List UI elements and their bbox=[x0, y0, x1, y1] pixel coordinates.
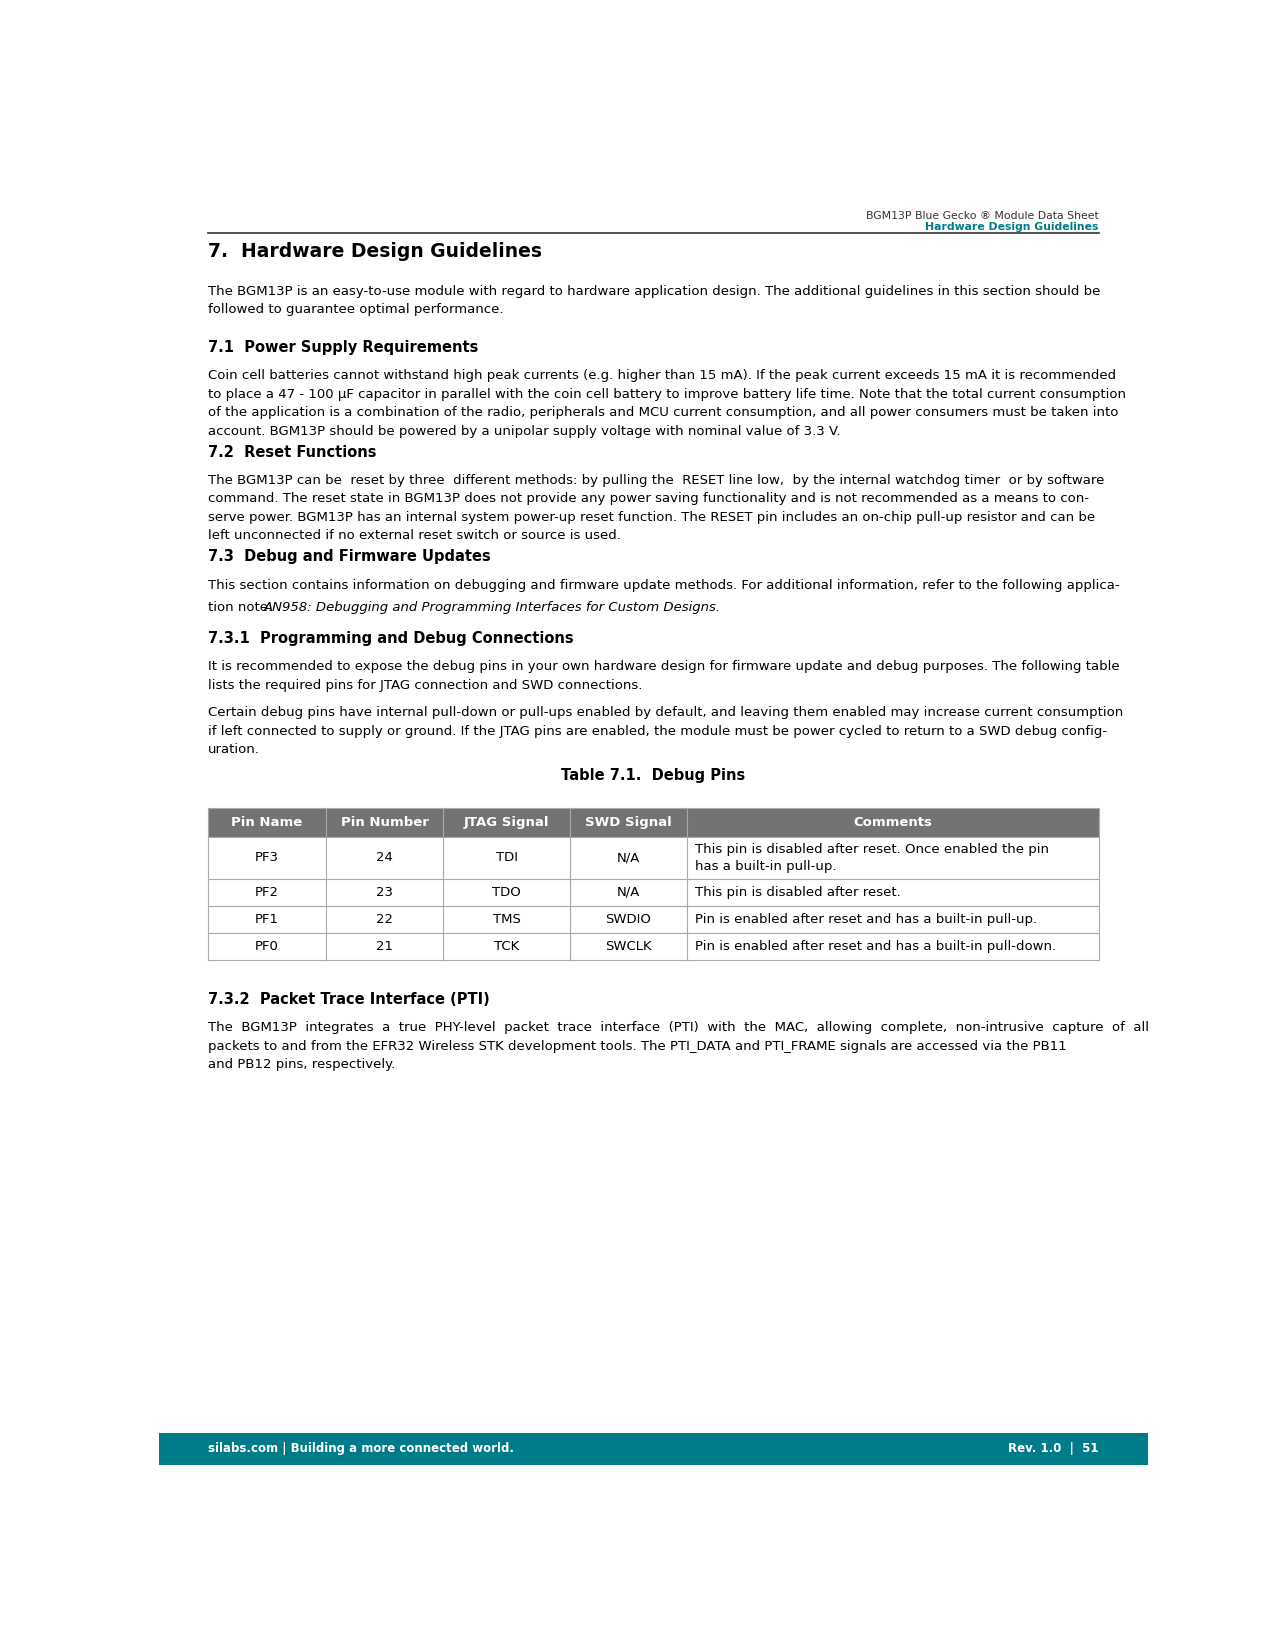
Text: 7.2  Reset Functions: 7.2 Reset Functions bbox=[208, 444, 376, 459]
Text: Pin Number: Pin Number bbox=[340, 816, 428, 830]
Bar bbox=[208, 905, 1099, 933]
Text: Coin cell batteries cannot withstand high peak currents (e.g. higher than 15 mA): Coin cell batteries cannot withstand hig… bbox=[208, 369, 1126, 438]
Text: PF0: PF0 bbox=[255, 940, 279, 953]
Bar bbox=[208, 933, 1099, 960]
Text: The  BGM13P  integrates  a  true  PHY-level  packet  trace  interface  (PTI)  wi: The BGM13P integrates a true PHY-level p… bbox=[208, 1022, 1149, 1072]
Text: N/A: N/A bbox=[617, 851, 640, 864]
Bar bbox=[159, 1432, 1148, 1465]
Text: Pin is enabled after reset and has a built-in pull-up.: Pin is enabled after reset and has a bui… bbox=[695, 914, 1037, 927]
Bar bbox=[208, 836, 1099, 879]
Bar bbox=[208, 836, 1099, 879]
Text: AN958: Debugging and Programming Interfaces for Custom Designs.: AN958: Debugging and Programming Interfa… bbox=[264, 601, 722, 614]
Text: Table 7.1.  Debug Pins: Table 7.1. Debug Pins bbox=[561, 769, 746, 783]
Bar bbox=[208, 808, 1099, 836]
Text: 7.3.1  Programming and Debug Connections: 7.3.1 Programming and Debug Connections bbox=[208, 630, 574, 645]
Text: 23: 23 bbox=[376, 886, 393, 899]
Text: The BGM13P can be  reset by three  different methods: by pulling the  RESET line: The BGM13P can be reset by three differe… bbox=[208, 474, 1104, 543]
Text: 7.  Hardware Design Guidelines: 7. Hardware Design Guidelines bbox=[208, 242, 542, 262]
Text: TCK: TCK bbox=[493, 940, 519, 953]
Text: 22: 22 bbox=[376, 914, 393, 927]
Text: PF3: PF3 bbox=[255, 851, 279, 864]
Text: Rev. 1.0  |  51: Rev. 1.0 | 51 bbox=[1009, 1442, 1099, 1455]
Bar bbox=[208, 879, 1099, 905]
Text: 7.3.2  Packet Trace Interface (PTI): 7.3.2 Packet Trace Interface (PTI) bbox=[208, 993, 490, 1007]
Text: 21: 21 bbox=[376, 940, 393, 953]
Bar bbox=[208, 905, 1099, 933]
Text: TDI: TDI bbox=[496, 851, 518, 864]
Text: This pin is disabled after reset.: This pin is disabled after reset. bbox=[695, 886, 900, 899]
Bar bbox=[208, 933, 1099, 960]
Text: Pin Name: Pin Name bbox=[231, 816, 302, 830]
Text: 7.3  Debug and Firmware Updates: 7.3 Debug and Firmware Updates bbox=[208, 550, 491, 565]
Text: It is recommended to expose the debug pins in your own hardware design for firmw: It is recommended to expose the debug pi… bbox=[208, 660, 1119, 691]
Text: This pin is disabled after reset. Once enabled the pin
has a built-in pull-up.: This pin is disabled after reset. Once e… bbox=[695, 843, 1049, 872]
Text: This section contains information on debugging and firmware update methods. For : This section contains information on deb… bbox=[208, 579, 1119, 591]
Text: PF2: PF2 bbox=[255, 886, 279, 899]
Text: Pin is enabled after reset and has a built-in pull-down.: Pin is enabled after reset and has a bui… bbox=[695, 940, 1056, 953]
Text: SWD Signal: SWD Signal bbox=[585, 816, 672, 830]
Text: 7.1  Power Supply Requirements: 7.1 Power Supply Requirements bbox=[208, 341, 478, 356]
Text: TDO: TDO bbox=[492, 886, 521, 899]
Text: N/A: N/A bbox=[617, 886, 640, 899]
Bar bbox=[208, 808, 1099, 836]
Text: 24: 24 bbox=[376, 851, 393, 864]
Text: BGM13P Blue Gecko ® Module Data Sheet: BGM13P Blue Gecko ® Module Data Sheet bbox=[866, 211, 1099, 221]
Text: TMS: TMS bbox=[492, 914, 520, 927]
Text: SWDIO: SWDIO bbox=[606, 914, 652, 927]
Text: The BGM13P is an easy-to-use module with regard to hardware application design. : The BGM13P is an easy-to-use module with… bbox=[208, 285, 1100, 316]
Text: silabs.com | Building a more connected world.: silabs.com | Building a more connected w… bbox=[208, 1442, 514, 1455]
Text: PF1: PF1 bbox=[255, 914, 279, 927]
Text: Certain debug pins have internal pull-down or pull-ups enabled by default, and l: Certain debug pins have internal pull-do… bbox=[208, 706, 1123, 757]
Text: SWCLK: SWCLK bbox=[606, 940, 652, 953]
Text: tion note:: tion note: bbox=[208, 601, 277, 614]
Text: JTAG Signal: JTAG Signal bbox=[464, 816, 550, 830]
Bar bbox=[208, 879, 1099, 905]
Text: Hardware Design Guidelines: Hardware Design Guidelines bbox=[926, 222, 1099, 232]
Text: Comments: Comments bbox=[853, 816, 932, 830]
